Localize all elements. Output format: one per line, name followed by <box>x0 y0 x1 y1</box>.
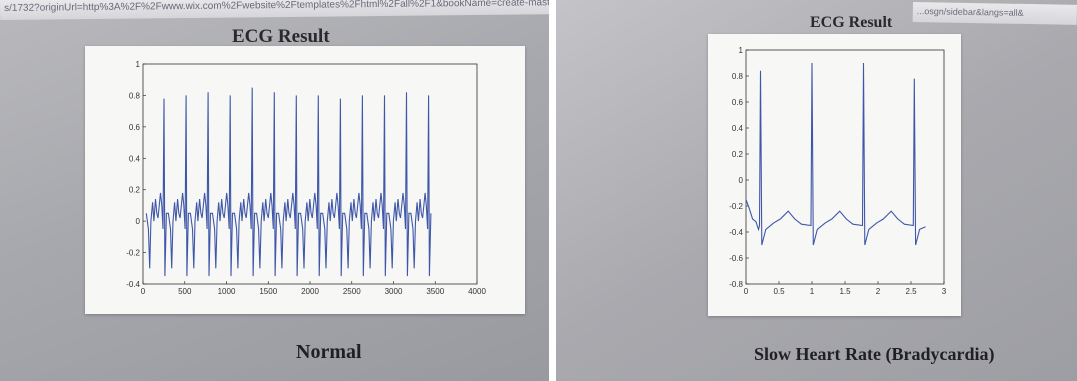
0-x-tick-label: 3000 <box>385 287 403 296</box>
1-y-tick-label: -0.8 <box>729 280 743 289</box>
0-x-tick-label: 2500 <box>343 287 361 296</box>
right-ecg-chart: 0 0.5 1 1.5 2 2.5 3 -0.8 -0.6 -0.4 -0.2 0 0.2 0.4 0.6 0… <box>729 46 947 296</box>
left-caption: Normal <box>296 341 362 363</box>
left-chart-card: 0 500 1000 1500 2000 2500 3000 3500 4000 -0.4 -0.2… <box>85 46 525 314</box>
right-caption: Slow Heart Rate (Bradycardia) <box>754 344 995 364</box>
1-y-tick-label: 0.8 <box>732 72 744 81</box>
1-y-tick-label: 0.4 <box>732 124 744 133</box>
0-x-tick-label: 4000 <box>468 287 486 296</box>
0-y-tick-label: 0.2 <box>129 186 141 195</box>
0-ecg-series-line <box>145 87 432 277</box>
1-x-tick-label: 2.5 <box>905 287 917 296</box>
right-url-strip: ...osgn/sidebar&langs=all& <box>912 2 1077 25</box>
1-x-tick-label: 3 <box>942 287 947 296</box>
0-y-tick-label: -0.2 <box>126 249 140 258</box>
0-y-tick-label: 0.6 <box>129 123 141 132</box>
left-slide-title: ECG Result <box>232 26 330 47</box>
left-url-strip: s/1732?originUrl=http%3A%2F%2Fwww.wix.co… <box>0 0 549 20</box>
left-ecg-chart: 0 500 1000 1500 2000 2500 3000 3500 4000 -0.4 -0.2… <box>126 60 486 296</box>
1-y-tick-label: -0.4 <box>729 228 743 237</box>
1-ecg-series-line <box>745 62 926 246</box>
1-y-tick-label: 0.2 <box>732 150 744 159</box>
1-y-tick-label: 1 <box>739 46 744 55</box>
0-y-tick-label: 0.4 <box>129 154 141 163</box>
1-x-tick-label: 1.5 <box>839 287 851 296</box>
1-x-tick-label: 0.5 <box>773 287 785 296</box>
0-x-tick-label: 0 <box>141 287 146 296</box>
0-x-tick-label: 3500 <box>426 287 444 296</box>
0-y-tick-label: 1 <box>136 60 141 69</box>
0-x-tick-label: 500 <box>178 287 192 296</box>
0-y-tick-label: 0.8 <box>129 91 141 100</box>
1-x-tick-label: 2 <box>876 287 881 296</box>
left-photo: s/1732?originUrl=http%3A%2F%2Fwww.wix.co… <box>0 0 549 381</box>
1-y-tick-label: -0.6 <box>729 254 743 263</box>
right-chart-card: 0 0.5 1 1.5 2 2.5 3 -0.8 -0.6 -0.4 -0.2 0 0.2 0.4 0.6 0… <box>708 34 961 316</box>
1-x-tick-label: 0 <box>744 287 749 296</box>
0-x-tick-label: 2000 <box>301 287 319 296</box>
1-y-tick-label: -0.2 <box>729 202 743 211</box>
0-y-tick-label: 0 <box>136 217 141 226</box>
1-y-tick-label: 0 <box>739 176 744 185</box>
0-x-tick-label: 1500 <box>259 287 277 296</box>
0-x-tick-label: 1000 <box>218 287 236 296</box>
1-x-tick-label: 1 <box>810 287 815 296</box>
right-slide-title: ECG Result <box>810 14 893 31</box>
0-y-tick-label: -0.4 <box>126 280 140 289</box>
1-y-tick-label: 0.6 <box>732 98 744 107</box>
